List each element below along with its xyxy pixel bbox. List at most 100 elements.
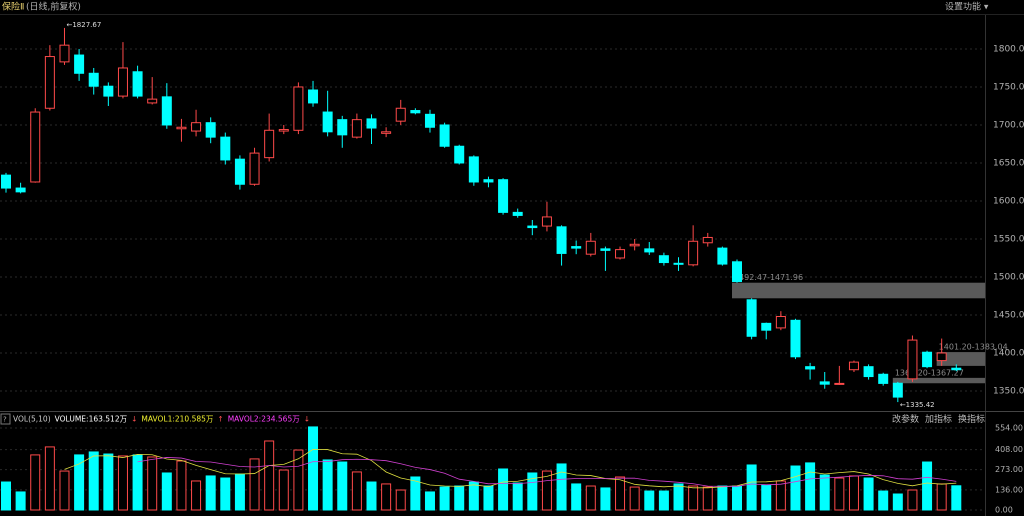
candle-body: [117, 67, 128, 97]
volume-bar: [688, 485, 699, 511]
volume-bar: [220, 477, 231, 511]
candle-body: [147, 98, 158, 104]
y-tick-label: 1450.00: [993, 310, 1024, 320]
volume-bar: [658, 490, 669, 511]
volume-bar: [951, 485, 962, 511]
volume-bar: [117, 455, 128, 511]
volume-bar: [805, 462, 816, 511]
volume-bar: [571, 483, 582, 511]
volume-bar: [381, 483, 392, 511]
volume-bar: [615, 476, 626, 511]
volume-bar: [834, 477, 845, 511]
candle-body: [249, 152, 260, 185]
volume-bar: [103, 453, 114, 511]
volume-bar: [848, 475, 859, 511]
candle-body: [132, 71, 143, 97]
volume-bar: [775, 480, 786, 511]
candle-body: [644, 248, 655, 253]
volume-bar: [308, 426, 319, 511]
y-tick-label: 1650.00: [993, 158, 1024, 168]
volume-bar: [132, 454, 143, 511]
volume-bar: [600, 487, 611, 511]
volume-bar: [907, 489, 918, 511]
candle-body: [732, 261, 742, 283]
indicator-button[interactable]: 换指标: [958, 413, 985, 425]
candle-body: [805, 366, 816, 370]
candle-body: [848, 361, 859, 371]
candle-body: [1, 174, 11, 189]
volume-header: ↑: [217, 415, 223, 424]
y-tick-label: 1350.00: [993, 386, 1024, 396]
volume-header: ↓: [304, 415, 310, 424]
candle-body: [922, 351, 933, 368]
candle-body: [381, 131, 392, 134]
candle-body: [746, 299, 757, 337]
y-tick-label: 273.00: [995, 465, 1023, 474]
volume-header: VOL(5,10): [13, 415, 51, 424]
candle-body: [863, 366, 874, 378]
gap-label: 1401.20-1383.04: [939, 343, 1008, 352]
volume-bar: [424, 491, 435, 511]
y-tick-label: 0.00: [995, 506, 1013, 515]
gap-label: 1360.20-1367.27: [895, 368, 964, 377]
moving-average-line: [64, 448, 957, 489]
volume-bar: [454, 485, 465, 511]
gap-label: 1492.47-1471.96: [734, 273, 803, 282]
volume-bar: [498, 468, 509, 511]
volume-header: MAVOL2:234.565万: [228, 415, 301, 424]
volume-bar: [702, 486, 713, 511]
candle-body: [88, 72, 99, 87]
candle-body: [395, 107, 406, 122]
candle-body: [161, 96, 172, 126]
moving-average-line: [137, 457, 957, 487]
candle-body: [264, 129, 275, 159]
volume-bar: [892, 493, 903, 511]
price-annotation: ←1335.42: [900, 401, 935, 409]
candle-body: [819, 381, 830, 385]
y-tick-label: 1750.00: [993, 82, 1024, 92]
candle-body: [220, 136, 231, 161]
help-icon[interactable]: [0, 413, 11, 425]
candle-body: [468, 156, 479, 183]
candle-body: [892, 382, 903, 398]
chart-subtitle: (日线,前复权): [26, 1, 81, 13]
y-tick-label: 1400.00: [993, 348, 1024, 358]
volume-bar: [512, 482, 523, 511]
candle-body: [585, 240, 596, 255]
candle-body: [790, 319, 801, 358]
candle-body: [673, 262, 684, 265]
candle-body: [278, 129, 289, 132]
volume-bar: [468, 481, 479, 511]
volume-bar: [541, 470, 552, 511]
y-tick-label: 1500.00: [993, 272, 1024, 282]
candle-body: [761, 322, 772, 331]
volume-bar: [15, 491, 26, 511]
y-tick-label: 1700.00: [993, 120, 1024, 130]
volume-bar: [878, 490, 889, 511]
candle-body: [15, 187, 26, 193]
candle-body: [600, 248, 611, 251]
chart-title: 保险Ⅱ: [2, 1, 24, 13]
volume-bar: [629, 486, 640, 511]
settings-button[interactable]: 设置功能 ▾: [945, 1, 989, 13]
volume-bar: [1, 481, 11, 511]
candle-body: [191, 122, 202, 132]
volume-bar: [410, 476, 421, 511]
candle-body: [424, 113, 435, 128]
candle-body: [439, 124, 450, 147]
candle-body: [498, 179, 509, 213]
indicator-button[interactable]: 加指标: [925, 413, 952, 425]
candle-body: [74, 54, 85, 74]
volume-bar: [644, 490, 655, 511]
volume-bar: [176, 460, 187, 511]
volume-bar: [161, 472, 172, 511]
candle-body: [571, 246, 582, 249]
y-tick-label: 1600.00: [993, 196, 1024, 206]
volume-bar: [205, 475, 216, 511]
candle-body: [512, 211, 523, 216]
candle-body: [308, 89, 319, 104]
indicator-button[interactable]: 改参数: [892, 413, 919, 425]
volume-bar: [147, 456, 158, 511]
volume-bar: [44, 446, 55, 511]
volume-bar: [527, 472, 538, 511]
